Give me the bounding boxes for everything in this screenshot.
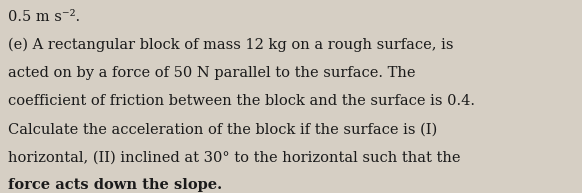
Text: force acts down the slope.: force acts down the slope. (8, 178, 222, 192)
Text: Calculate the acceleration of the block if the surface is (I): Calculate the acceleration of the block … (8, 122, 437, 136)
Text: (e) A rectangular block of mass 12 kg on a rough surface, is: (e) A rectangular block of mass 12 kg on… (8, 38, 453, 52)
Text: horizontal, (II) inclined at 30° to the horizontal such that the: horizontal, (II) inclined at 30° to the … (8, 150, 460, 164)
Text: acted on by a force of 50 N parallel to the surface. The: acted on by a force of 50 N parallel to … (8, 66, 416, 80)
Text: coefficient of friction between the block and the surface is 0.4.: coefficient of friction between the bloc… (8, 94, 475, 108)
Text: 0.5 m s⁻².: 0.5 m s⁻². (8, 10, 80, 24)
